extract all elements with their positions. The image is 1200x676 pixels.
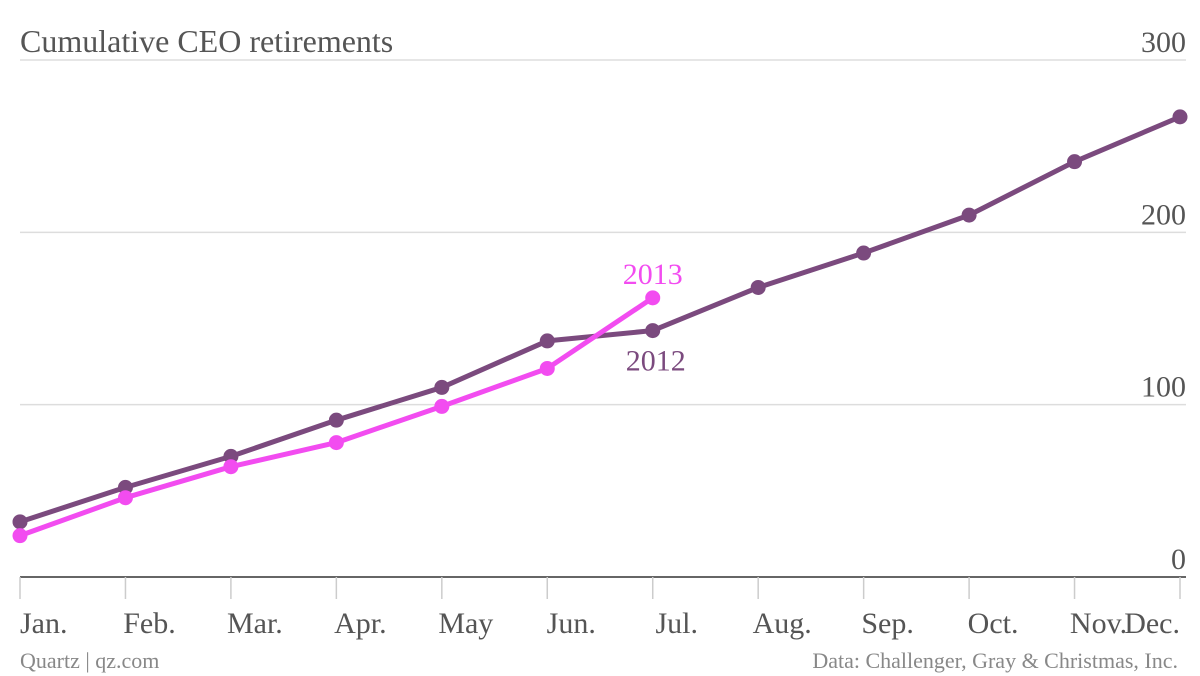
data-point <box>434 379 450 395</box>
data-point <box>117 490 133 506</box>
x-tick-label: Sep. <box>861 607 914 640</box>
x-tick-label: Jul. <box>655 607 698 640</box>
source: Data: Challenger, Gray & Christmas, Inc. <box>812 648 1178 673</box>
data-point <box>539 333 555 349</box>
data-point <box>645 323 661 339</box>
data-point <box>961 207 977 223</box>
data-point <box>750 279 766 295</box>
data-point <box>12 528 28 544</box>
y-tick-label: 0 <box>1171 543 1186 576</box>
data-point <box>645 290 661 306</box>
data-point <box>1067 154 1083 170</box>
series-label: 2012 <box>626 345 686 378</box>
data-point <box>328 435 344 451</box>
x-tick-label: May <box>438 607 493 640</box>
data-point <box>223 448 239 464</box>
data-point <box>117 479 133 495</box>
x-tick-label: Dec. <box>1124 607 1180 640</box>
y-tick-label: 200 <box>1141 198 1186 231</box>
series-label: 2013 <box>623 258 683 291</box>
y-tick-label: 300 <box>1141 26 1186 59</box>
series-line <box>19 114 1181 525</box>
data-point <box>539 360 555 376</box>
data-point <box>434 398 450 414</box>
credit: Quartz | qz.com <box>20 648 159 673</box>
x-tick-label: Apr. <box>334 607 387 640</box>
x-tick-label: Jan. <box>20 607 68 640</box>
x-tick-label: Jun. <box>547 607 596 640</box>
data-point <box>12 514 28 530</box>
data-point <box>223 459 239 475</box>
chart-title: Cumulative CEO retirements <box>20 23 393 59</box>
x-tick-label: Oct. <box>968 607 1019 640</box>
x-tick-label: Aug. <box>753 607 812 640</box>
y-tick-label: 100 <box>1141 371 1186 404</box>
data-point <box>328 412 344 428</box>
data-point <box>1172 109 1188 125</box>
x-tick-label: Feb. <box>123 607 176 640</box>
data-point <box>856 245 872 261</box>
x-tick-label: Mar. <box>227 607 283 640</box>
x-tick-label: Nov. <box>1070 607 1127 640</box>
